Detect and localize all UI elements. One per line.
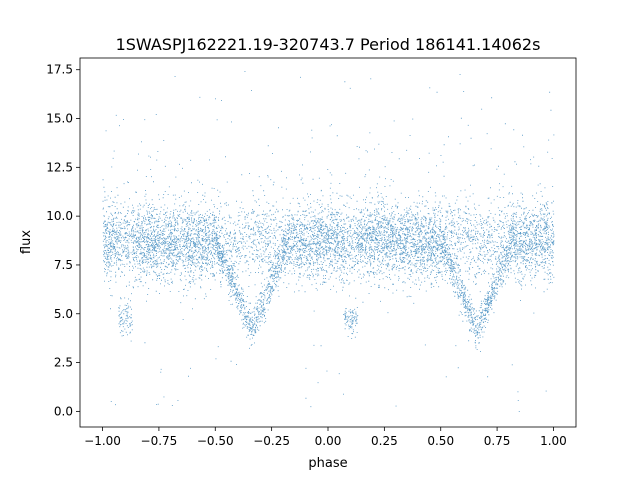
x-tick-label: −0.75 xyxy=(141,434,178,448)
x-tick-label: 0.00 xyxy=(315,434,342,448)
y-axis-label: flux xyxy=(19,230,34,254)
y-tick-label: 0.0 xyxy=(54,404,73,418)
y-tick-label: 12.5 xyxy=(46,160,73,174)
x-tick-label: −0.25 xyxy=(253,434,290,448)
y-tick-label: 15.0 xyxy=(46,112,73,126)
chart-title: 1SWASPJ162221.19-320743.7 Period 186141.… xyxy=(116,35,541,54)
x-tick-label: −1.00 xyxy=(84,434,121,448)
x-tick-label: −0.50 xyxy=(197,434,234,448)
x-tick-label: 0.75 xyxy=(484,434,511,448)
x-axis-label: phase xyxy=(308,456,347,471)
x-tick-label: 0.50 xyxy=(427,434,454,448)
data-points xyxy=(102,71,555,412)
y-tick-label: 10.0 xyxy=(46,209,73,223)
y-tick-label: 17.5 xyxy=(46,63,73,77)
x-tick-label: 1.00 xyxy=(540,434,567,448)
x-tick-label: 0.25 xyxy=(371,434,398,448)
y-axis-ticks: 0.0 2.5 5.0 7.5 10.0 12.5 15.0 17.5 xyxy=(46,63,80,418)
y-tick-label: 2.5 xyxy=(54,356,73,370)
flux-point-cloud xyxy=(102,71,555,412)
x-axis-ticks: −1.00 −0.75 −0.50 −0.25 0.00 0.25 0.50 0.75 1.00 xyxy=(84,427,567,448)
y-tick-label: 5.0 xyxy=(54,307,73,321)
y-tick-label: 7.5 xyxy=(54,258,73,272)
